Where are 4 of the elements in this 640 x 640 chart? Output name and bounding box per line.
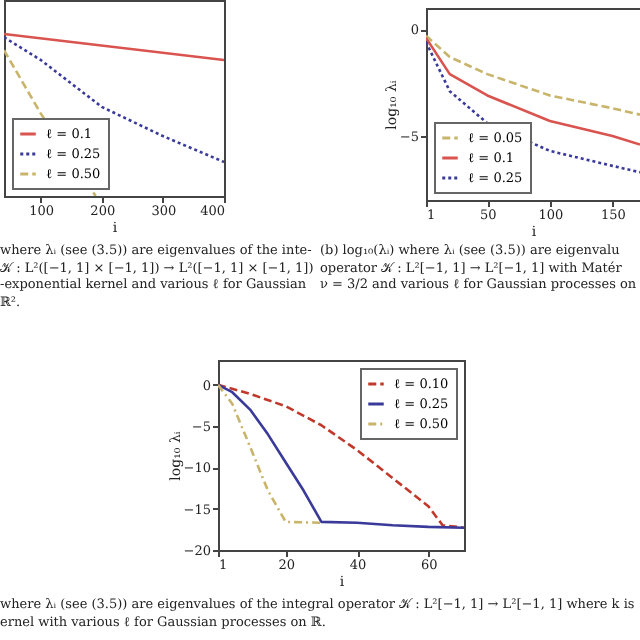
line-series [426,36,640,146]
line-series [426,34,640,116]
line-series [218,383,323,525]
line-series [426,40,640,174]
